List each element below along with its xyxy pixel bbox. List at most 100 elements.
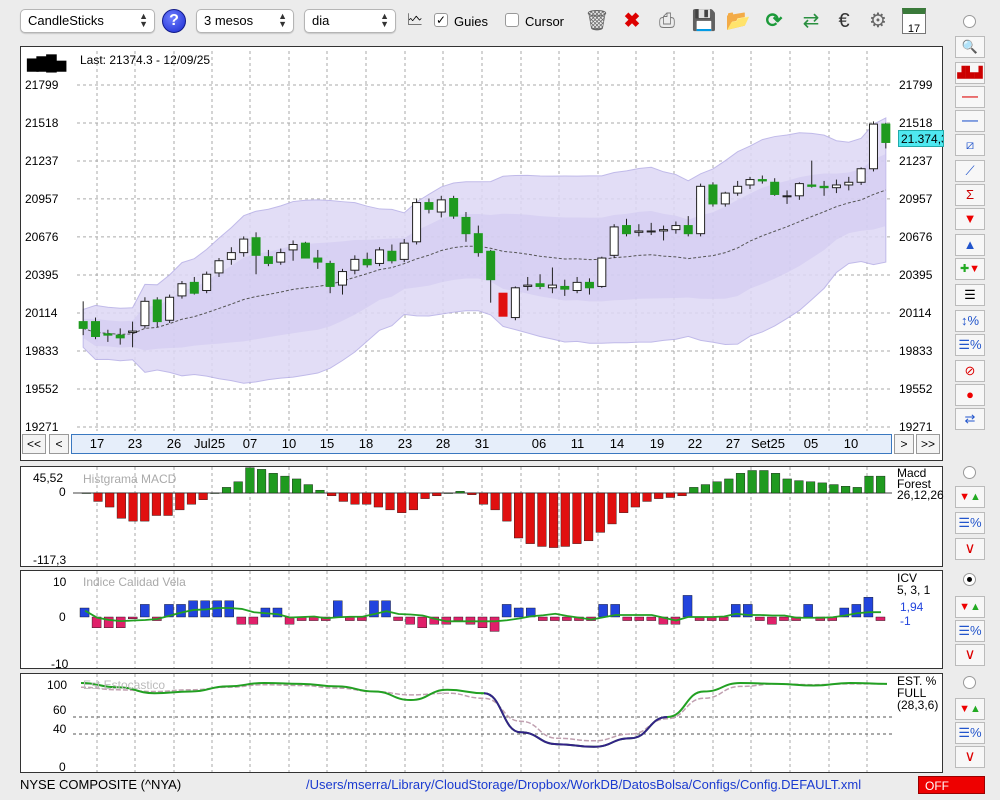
record-button[interactable]: ● [955, 384, 985, 406]
chart-window-icon[interactable]: 🗠 [406, 12, 424, 29]
icv-bar [610, 604, 620, 618]
calendar-icon[interactable]: 17 [902, 8, 926, 35]
channel-tool-button[interactable]: ⧄ [955, 134, 985, 156]
nav-prev-button[interactable]: < [49, 434, 69, 454]
candle-body [165, 296, 175, 321]
icv-bar [731, 604, 741, 618]
candle-body [263, 256, 273, 264]
main-panel-radio[interactable] [963, 15, 976, 28]
y-tick-label-left: 21237 [25, 154, 59, 168]
euro-icon[interactable]: € [838, 10, 850, 32]
percent-lines-button[interactable]: ☰% [955, 334, 985, 356]
nav-last-button[interactable]: >> [916, 434, 940, 454]
candle-body [152, 299, 162, 323]
macd-updown-button[interactable]: ▼▲ [955, 486, 985, 508]
x-tick-label: Set25 [751, 436, 785, 451]
no-entry-button[interactable]: ⊘ [955, 360, 985, 382]
delete-icon[interactable]: ✖ [623, 10, 641, 32]
icv-bar [236, 616, 247, 625]
stoch-legend-line: EST. % [897, 674, 937, 688]
candle-body [535, 283, 545, 287]
percent-scale-button[interactable]: ↕% [955, 310, 985, 332]
arrow-down-icon: ▼ [969, 263, 981, 275]
candle-body [115, 334, 125, 339]
horizontal-red-line-button[interactable]: — [955, 86, 985, 108]
macd-bar [595, 492, 605, 533]
macd-bar [712, 481, 722, 494]
icv-legend-line: ICV [897, 571, 918, 585]
arrow-down-icon: ▼ [959, 601, 970, 613]
down-arrow-button[interactable]: ▼ [955, 208, 985, 230]
icv-updown-button[interactable]: ▼▲ [955, 596, 985, 618]
macd-curve-button[interactable]: ∨ [955, 538, 985, 560]
macd-panel-radio[interactable] [963, 466, 976, 479]
trash-icon[interactable]: 🗑 [584, 10, 610, 32]
up-arrow-button[interactable]: ▲ [955, 234, 985, 256]
macd-bar [759, 470, 769, 494]
folder-icon[interactable]: 📂 [725, 10, 751, 32]
icv-bar [429, 616, 439, 625]
macd-bar [257, 469, 267, 494]
candle-body [313, 257, 323, 263]
icv-bar [248, 616, 259, 625]
candle-body [300, 242, 310, 259]
macd-bar [467, 492, 477, 495]
stoch-curve-button[interactable]: ∨ [955, 746, 985, 768]
candle-body [473, 233, 483, 254]
trendline-tool-button[interactable]: ⟋ [955, 160, 985, 182]
refresh-icon[interactable]: ⟳ [765, 10, 783, 32]
arrow-up-icon: ▲ [970, 703, 981, 715]
icv-panel-radio[interactable] [963, 573, 976, 586]
stoch-legend-line: FULL [897, 686, 927, 700]
swap-button[interactable]: ⇄ [955, 408, 985, 430]
macd-histogram [73, 467, 892, 566]
bars-icon: ▆▇█▅ [27, 55, 66, 72]
guies-checkbox[interactable]: ✓ [434, 13, 448, 27]
stoch-updown-button[interactable]: ▼▲ [955, 698, 985, 720]
macd-percent-button[interactable]: ☰% [955, 512, 985, 534]
signals-button[interactable]: ✚▼ [955, 258, 985, 280]
date-axis[interactable] [71, 434, 892, 454]
nav-next-button[interactable]: > [894, 434, 914, 454]
help-icon[interactable]: ? [162, 9, 186, 33]
icv-curve-button[interactable]: ∨ [955, 644, 985, 666]
grid-lines-button[interactable]: ☰ [955, 284, 985, 306]
nav-first-button[interactable]: << [22, 434, 46, 454]
horizontal-blue-line-button[interactable]: — [955, 110, 985, 132]
moving-average-line [83, 189, 886, 335]
macd-bar [514, 492, 524, 539]
volume-tool-button[interactable]: ▟▙▟ [955, 62, 985, 84]
candle-body [424, 202, 434, 210]
stoch-percent-button[interactable]: ☰% [955, 722, 985, 744]
config-path-link[interactable]: /Users/mserra/Library/CloudStorage/Dropb… [306, 777, 862, 792]
macd-bar [210, 492, 220, 494]
mode-badge[interactable]: OFF [918, 776, 985, 794]
macd-bar [724, 478, 734, 494]
y-tick-label-right: 20114 [899, 306, 932, 320]
macd-bar [221, 487, 232, 494]
icv-bar [272, 607, 283, 618]
icv-bar [755, 616, 765, 621]
printer-icon[interactable]: ⎙ [659, 10, 675, 32]
sync-icon[interactable]: ⇄ [802, 10, 820, 32]
gear-icon[interactable]: ⚙ [869, 10, 887, 32]
chart-type-select[interactable]: CandleSticks ▲ ▼ [20, 9, 155, 33]
macd-bar [385, 492, 395, 511]
cursor-checkbox[interactable] [505, 13, 519, 27]
sigma-tool-button[interactable]: Σ [955, 184, 985, 206]
magnifier-icon: 🔍 [961, 39, 979, 54]
y-tick-label-left: 19552 [25, 382, 59, 396]
zoom-tool-button[interactable]: 🔍 [955, 36, 985, 58]
icv-percent-button[interactable]: ☰% [955, 620, 985, 642]
lines-percent-icon: ☰% [958, 515, 982, 530]
macd-bar [397, 492, 407, 513]
icv-histogram [79, 571, 886, 668]
save-icon[interactable]: 💾 [691, 10, 717, 32]
period-select[interactable]: 3 mesos ▲ ▼ [196, 9, 294, 33]
macd-bar [455, 491, 465, 494]
stoch-panel-radio[interactable] [963, 676, 976, 689]
icv-bar [562, 616, 572, 621]
macd-bar [233, 481, 243, 494]
interval-select[interactable]: dia ▲ ▼ [304, 9, 396, 33]
macd-bar [327, 492, 337, 497]
